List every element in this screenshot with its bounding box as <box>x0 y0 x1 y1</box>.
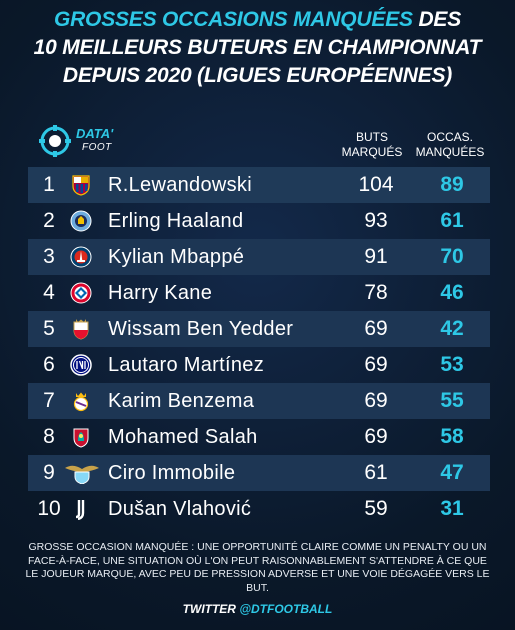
title-highlight: GROSSES OCCASIONS MANQUÉES <box>53 8 413 31</box>
header-buts-line1: BUTS <box>355 130 388 144</box>
big-chances-missed: 89 <box>440 173 464 196</box>
twitter-prefix: TWITTER <box>182 602 240 616</box>
big-chances-missed: 31 <box>440 497 464 520</box>
player-name: Lautaro Martínez <box>108 354 264 376</box>
table-row: 10 Dušan Vlahović 59 31 <box>28 491 490 527</box>
liverpool-crest-icon <box>73 428 89 448</box>
goals-scored: 104 <box>358 173 394 196</box>
big-chances-missed: 42 <box>440 317 464 340</box>
rank: 10 <box>37 497 61 520</box>
logo-foot-text: FOOT <box>82 142 112 153</box>
big-chances-missed: 61 <box>440 209 464 232</box>
juventus-crest-icon <box>75 500 85 520</box>
definition-note: GROSSE OCCASION MANQUÉE : UNE OPPORTUNIT… <box>25 541 490 594</box>
data-foot-logo-icon <box>39 125 71 157</box>
header-buts-line2: MARQUÉS <box>341 145 403 159</box>
big-chances-missed: 46 <box>440 281 464 304</box>
table-row: 8 Mohamed Salah 69 58 <box>28 419 490 455</box>
man-city-crest-icon <box>70 210 92 232</box>
rank: 8 <box>43 425 55 448</box>
goals-scored: 69 <box>364 353 388 376</box>
table-row: 5 Wissam Ben Yedder 69 42 <box>28 311 490 347</box>
twitter-account: @DTFOOTBALL <box>239 602 333 616</box>
rank: 4 <box>43 281 55 304</box>
player-name: Erling Haaland <box>108 210 244 232</box>
title-line2: 10 MEILLEURS BUTEURS EN CHAMPIONNAT <box>33 36 482 59</box>
title-line1-rest: DES <box>412 8 462 31</box>
rank: 5 <box>43 317 55 340</box>
title-line3: DEPUIS 2020 (LIGUES EUROPÉENNES) <box>62 64 453 87</box>
monaco-crest-icon <box>73 319 89 340</box>
player-name: Kylian Mbappé <box>108 246 245 268</box>
goals-scored: 69 <box>364 425 388 448</box>
player-name: Wissam Ben Yedder <box>108 318 294 340</box>
psg-crest-icon <box>70 246 92 268</box>
table-row: 7 Karim Benzema 69 55 <box>28 383 490 419</box>
header-occ-line2: MANQUÉES <box>415 145 485 159</box>
bayern-crest-icon <box>70 282 92 304</box>
player-name: Ciro Immobile <box>108 462 236 484</box>
player-name: Dušan Vlahović <box>108 498 252 520</box>
table-row: 6 Lautaro Martínez 69 53 <box>28 347 490 383</box>
rank: 3 <box>43 245 55 268</box>
barcelona-crest-icon <box>72 175 90 196</box>
logo-data-text: DATA' <box>76 126 114 141</box>
goals-scored: 61 <box>364 461 388 484</box>
goals-scored: 91 <box>364 245 388 268</box>
goals-scored: 69 <box>364 317 388 340</box>
big-chances-missed: 47 <box>440 461 464 484</box>
goals-scored: 69 <box>364 389 388 412</box>
table-row: 2 Erling Haaland 93 61 <box>28 203 490 239</box>
ranking-table: 1 R.Lewandowski 104 89 2 Erling Haaland … <box>28 167 490 527</box>
big-chances-missed: 53 <box>440 353 464 376</box>
lazio-crest-icon <box>65 465 99 484</box>
player-name: Karim Benzema <box>108 390 255 412</box>
big-chances-missed: 55 <box>440 389 464 412</box>
table-row: 9 Ciro Immobile 61 47 <box>28 455 490 491</box>
goals-scored: 93 <box>364 209 388 232</box>
rank: 6 <box>43 353 55 376</box>
table-row: 3 Kylian Mbappé 91 70 <box>28 239 490 275</box>
big-chances-missed: 70 <box>440 245 464 268</box>
table-row: 1 R.Lewandowski 104 89 <box>28 167 490 203</box>
rank: 9 <box>43 461 55 484</box>
player-name: Harry Kane <box>108 282 213 304</box>
data-foot-logo: DATA' FOOT <box>38 122 158 162</box>
big-chances-missed: 58 <box>440 425 464 448</box>
rank: 2 <box>43 209 55 232</box>
twitter-credit: TWITTER @DTFOOTBALL <box>0 602 515 616</box>
real-madrid-crest-icon <box>73 392 89 412</box>
header-buts-marques: BUTS MARQUÉS <box>336 130 408 160</box>
player-name: R.Lewandowski <box>108 174 252 196</box>
rank: 1 <box>43 173 55 196</box>
header-occ-line1: OCCAS. <box>426 130 473 144</box>
inter-crest-icon <box>70 354 92 376</box>
player-name: Mohamed Salah <box>108 426 258 448</box>
goals-scored: 59 <box>364 497 388 520</box>
rank: 7 <box>43 389 55 412</box>
table-row: 4 Harry Kane 78 46 <box>28 275 490 311</box>
page-title: GROSSES OCCASIONS MANQUÉES DES 10 MEILLE… <box>0 6 515 90</box>
goals-scored: 78 <box>364 281 388 304</box>
header-occasions-manquees: OCCAS. MANQUÉES <box>412 130 488 160</box>
